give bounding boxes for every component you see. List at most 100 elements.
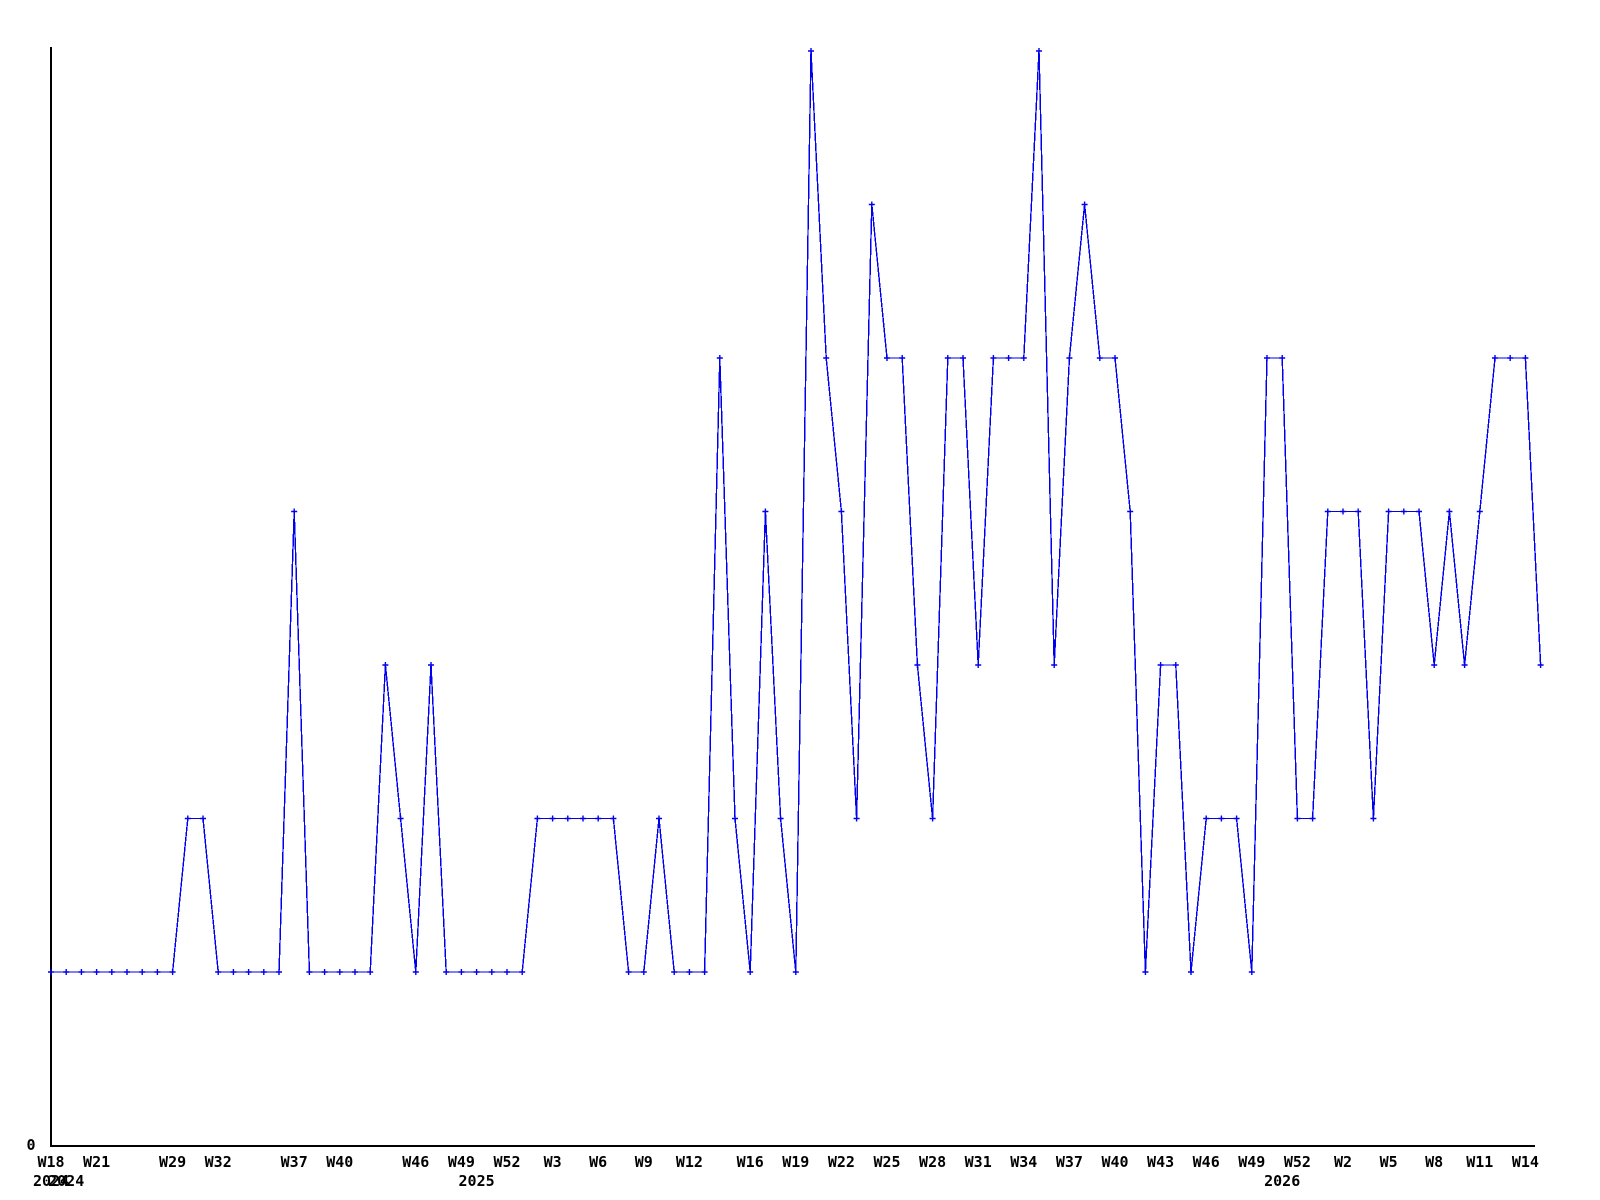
x-tick-label: W31 [965, 1153, 992, 1171]
data-point-marker [1005, 355, 1012, 361]
data-series-weekly-counts [51, 50, 1542, 973]
data-point-marker [367, 969, 374, 975]
axes-group [50, 47, 1535, 1147]
data-point-marker [914, 662, 921, 668]
data-point-marker [1188, 969, 1194, 975]
x-tick-label: W5 [1380, 1153, 1398, 1171]
data-point-marker [534, 815, 541, 822]
data-point-marker [716, 355, 723, 361]
x-tick-label: W8 [1425, 1153, 1443, 1171]
data-point-marker [1066, 355, 1073, 361]
data-point-marker [230, 969, 237, 975]
data-point-marker [549, 815, 556, 822]
data-point-marker [336, 969, 343, 975]
data-point-marker [352, 969, 358, 975]
data-point-marker [960, 355, 966, 361]
data-point-marker [564, 815, 571, 822]
data-point-marker [276, 969, 282, 975]
data-point-marker [671, 969, 678, 975]
data-point-marker [215, 969, 222, 975]
data-point-marker [1127, 508, 1134, 515]
data-point-marker [1324, 508, 1331, 515]
x-tick-label: W9 [635, 1153, 653, 1171]
x-year-label: 2026 [1264, 1172, 1300, 1190]
data-point-marker [777, 815, 784, 822]
data-point-marker [1172, 662, 1179, 668]
data-point-marker [1036, 48, 1042, 54]
data-point-marker [1431, 662, 1438, 668]
data-point-marker [200, 815, 206, 822]
data-point-marker [1461, 662, 1468, 668]
data-point-marker [1294, 815, 1301, 822]
data-point-marker [1446, 508, 1453, 515]
data-point-marker [838, 508, 845, 515]
x-tick-label: W18 [37, 1153, 64, 1171]
data-point-marker [1248, 969, 1255, 975]
data-point-marker [610, 815, 617, 822]
data-point-marker [944, 355, 951, 361]
data-point-marker [1370, 815, 1377, 822]
x-year-label: 2024 [33, 1172, 69, 1190]
x-axis-tick-labels: W18 W21 W29 W32 W37 W40 W46 W49 W52 W3 W6 W9 W12 W16 W… [37, 1153, 1538, 1171]
data-point-marker [929, 815, 936, 822]
x-tick-label: W32 [205, 1153, 232, 1171]
data-point-marker [1264, 355, 1270, 361]
data-point-marker [975, 662, 982, 668]
data-point-marker [473, 969, 480, 975]
data-point-marker [1492, 355, 1498, 361]
x-tick-label: W52 [1284, 1153, 1311, 1171]
data-point-marker [899, 355, 906, 361]
data-point-marker [412, 969, 419, 975]
data-point-marker [1400, 508, 1407, 515]
data-point-marker [823, 355, 830, 361]
data-point-marker [1233, 815, 1240, 822]
data-point-marker [184, 815, 191, 822]
y-tick-label: 0 [26, 1136, 35, 1154]
chart-axes [50, 47, 1535, 1147]
data-point-marker [1081, 201, 1088, 208]
data-point-marker [504, 969, 510, 975]
data-point-marker [428, 662, 434, 668]
data-point-marker [808, 48, 814, 54]
x-tick-label: W14 [1512, 1153, 1539, 1171]
y-axis-tick-labels: 0 [26, 1136, 35, 1154]
x-tick-label: W43 [1147, 1153, 1174, 1171]
data-point-marker [1279, 355, 1286, 361]
x-tick-label: W49 [1238, 1153, 1265, 1171]
data-point-marker [245, 969, 252, 975]
data-point-marker [443, 969, 450, 975]
data-point-marker [169, 969, 176, 975]
x-tick-label: W46 [402, 1153, 429, 1171]
x-tick-label: W25 [873, 1153, 900, 1171]
data-point-marker [63, 969, 70, 975]
x-tick-label: W40 [326, 1153, 353, 1171]
data-point-marker [519, 969, 526, 975]
x-tick-label: W49 [448, 1153, 475, 1171]
data-point-marker [154, 969, 161, 975]
data-point-markers [48, 48, 1544, 975]
x-tick-label: W3 [544, 1153, 562, 1171]
data-point-marker [382, 662, 389, 668]
data-point-marker [762, 508, 769, 515]
x-tick-label: W12 [676, 1153, 703, 1171]
data-point-marker [291, 508, 298, 515]
data-point-marker [868, 201, 875, 208]
data-point-marker [1522, 355, 1529, 361]
data-point-marker [656, 815, 662, 822]
x-year-label: 2025 [459, 1172, 495, 1190]
x-tick-label: W16 [737, 1153, 764, 1171]
x-tick-label: W21 [83, 1153, 110, 1171]
data-point-marker [48, 969, 54, 975]
data-point-marker [1416, 508, 1422, 515]
data-point-marker [747, 969, 754, 975]
data-point-marker [139, 969, 146, 975]
data-point-marker [1218, 815, 1225, 822]
x-tick-label: W37 [281, 1153, 308, 1171]
x-tick-label: W52 [493, 1153, 520, 1171]
x-tick-label: W2 [1334, 1153, 1352, 1171]
data-point-marker [732, 815, 738, 822]
data-point-marker [580, 815, 586, 822]
data-point-marker [1385, 508, 1392, 515]
